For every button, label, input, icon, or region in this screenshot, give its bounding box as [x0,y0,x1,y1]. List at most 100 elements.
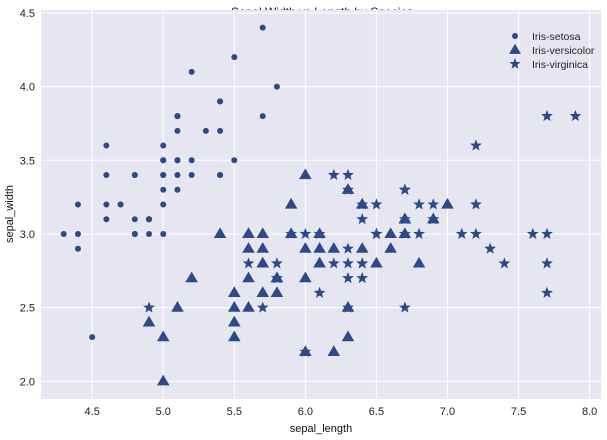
star-point [342,301,354,313]
circle-point [117,201,124,208]
circle-point [160,172,167,179]
triangle-point [299,271,312,283]
star-point [327,168,340,181]
circle-point [174,157,181,164]
star-point [271,257,283,269]
star-point [271,271,283,284]
legend: Iris-setosa Iris-versicolor Iris-virginica [509,31,595,71]
circle-point [60,230,67,237]
circle-point [174,113,181,120]
legend-label: Iris-setosa [532,31,581,43]
star-point [541,257,553,269]
triangle-point [242,271,255,283]
triangle-point [270,286,284,298]
star-point [313,227,326,239]
triangle-point [299,242,312,253]
triangle-point [228,286,241,298]
circle-point [103,201,110,208]
star-point [242,257,255,269]
triangle-point [171,301,184,312]
circle-point [89,334,96,341]
star-point [370,198,383,210]
star-point [398,227,411,239]
y-axis-label: sepal_width [4,185,16,243]
triangle-point [327,345,341,356]
triangle-point [313,256,326,268]
triangle-point [142,315,156,327]
triangle-point [242,227,255,239]
star-point [498,257,511,269]
triangle-point [156,374,170,386]
star-point [342,257,354,269]
triangle-point [156,330,170,342]
legend-circle-icon [512,33,518,39]
star-point [541,109,553,122]
series-iris-setosa [60,24,280,341]
circle-point [160,142,167,149]
star-point [342,183,354,195]
triangle-point [213,227,227,239]
star-point [398,301,411,313]
circle-point [174,127,181,134]
series-iris-versicolor [142,168,454,386]
circle-point [188,157,195,164]
circle-point [160,201,167,208]
x-tick-label: 6.0 [298,406,313,418]
triangle-point [284,197,298,209]
x-tick-label: 7.0 [440,406,455,418]
star-point [455,227,468,239]
star-point [398,183,411,195]
triangle-point [242,242,255,253]
circle-point [217,172,224,179]
circle-point [160,157,167,164]
star-point [313,286,326,298]
circle-point [217,98,224,105]
star-point [370,227,383,239]
circle-point [174,172,181,179]
circle-point [160,230,167,237]
circle-point [231,157,238,164]
star-point [470,139,482,151]
y-tick-label: 4.5 [20,8,35,20]
star-point [569,109,582,122]
star-point [143,301,155,313]
triangle-point [441,197,454,209]
x-tick-label: 8.0 [582,406,597,418]
triangle-point [256,286,269,298]
triangle-point [384,242,397,253]
star-point [356,271,369,284]
circle-point [188,68,195,75]
triangle-point [384,227,397,239]
tick-labels: 4.5 5.0 5.5 6.0 6.5 7.0 7.5 8.0 2.0 2.5 3.0 3.5 4.0 4… [20,8,598,418]
star-point [299,227,312,239]
x-axis-label: sepal_length [290,423,352,435]
star-point [470,227,482,239]
legend-item: Iris-setosa [512,31,581,43]
y-tick-label: 3.5 [20,155,35,167]
circle-point [217,127,224,134]
circle-point [231,54,238,61]
triangle-point [185,271,198,283]
triangle-point [242,301,255,312]
star-point [398,213,411,225]
triangle-point [256,227,269,239]
series-iris-virginica [143,109,582,357]
circle-point [188,172,195,179]
star-point [285,227,298,239]
circle-point [259,113,266,120]
legend-star-icon [509,58,521,69]
x-tick-label: 6.5 [369,406,384,418]
star-point [356,213,369,225]
circle-point [74,245,81,252]
star-point [356,198,369,210]
star-point [256,301,269,313]
triangle-point [370,256,383,268]
data-points [60,24,582,386]
star-point [541,286,553,298]
star-point [526,227,539,239]
circle-point [273,83,280,90]
x-tick-label: 7.5 [511,406,526,418]
circle-point [131,172,138,179]
